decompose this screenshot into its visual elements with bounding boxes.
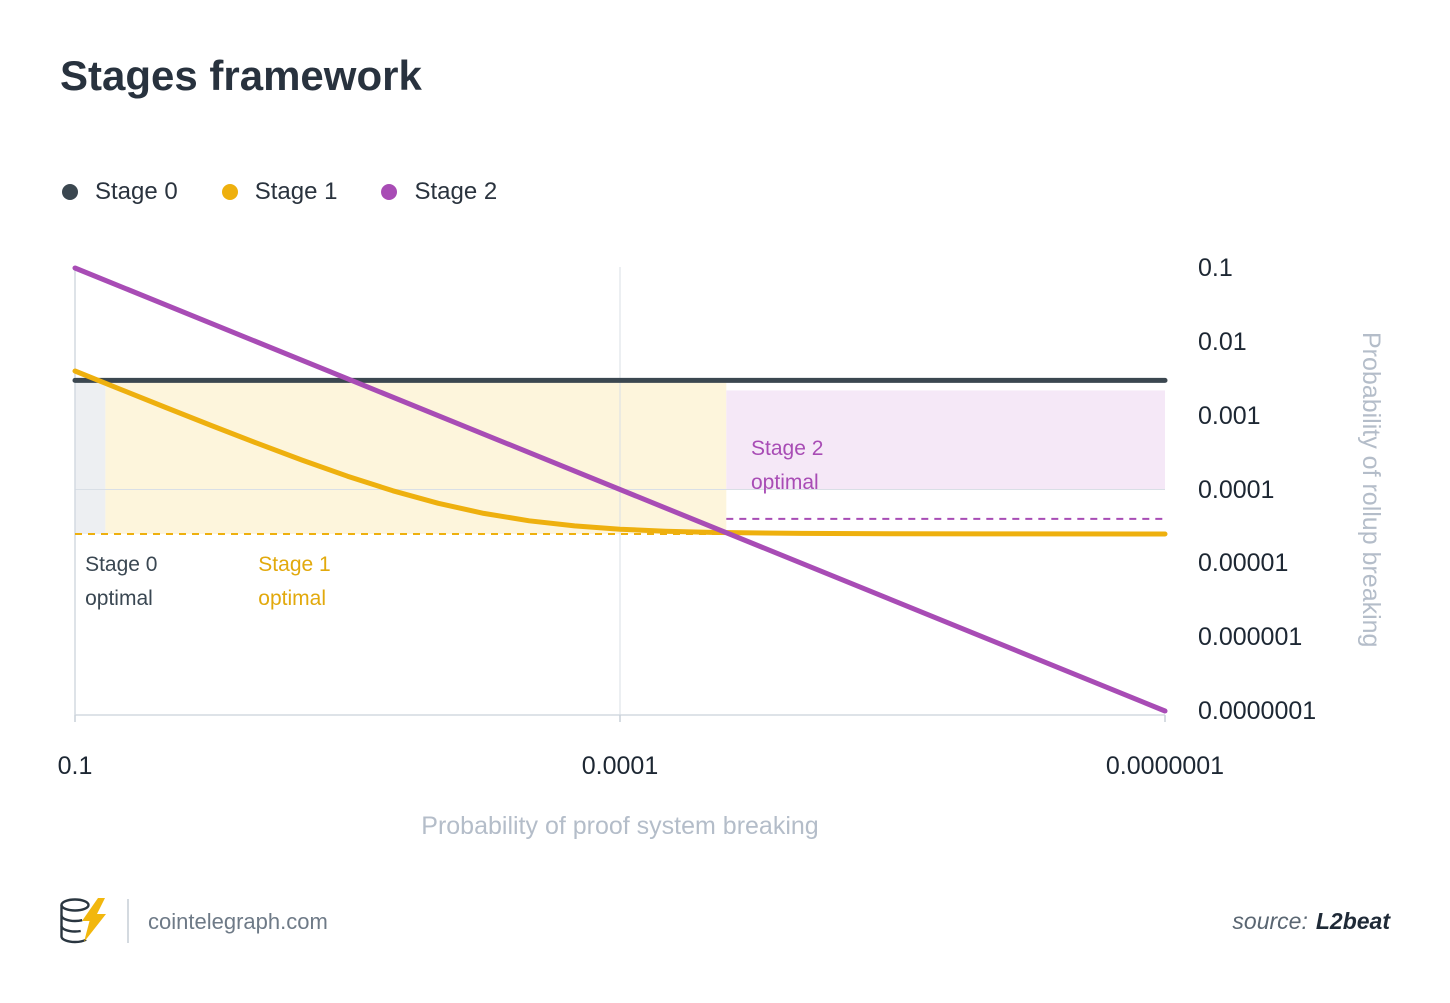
- legend-dot-stage-2-icon: [381, 184, 398, 200]
- y-tick-label: 0.00001: [1198, 549, 1289, 578]
- legend-item-stage-0: Stage 0: [62, 178, 178, 206]
- annotation-stage-0-optimal: Stage 0 optimal: [85, 548, 157, 616]
- chart-title: Stages framework: [60, 52, 422, 99]
- annotation-stage-2-optimal: Stage 2 optimal: [751, 432, 823, 500]
- region-stage-2-optimal: [726, 390, 1165, 490]
- y-tick-label: 0.001: [1198, 401, 1261, 430]
- series-line-stage-2: [72, 265, 1168, 714]
- region-stage-1-optimal: [105, 380, 727, 534]
- x-tick-label: 0.0001: [581, 752, 659, 780]
- y-axis-title: Probability of rollup breaking: [1357, 331, 1385, 648]
- y-tick-label: 0.01: [1198, 327, 1247, 356]
- cointelegraph-logo-icon: [60, 898, 106, 944]
- x-tick-label: 0.0000001: [1105, 752, 1225, 780]
- footer-source: source: L2beat: [1232, 908, 1390, 935]
- source-value: L2beat: [1315, 908, 1390, 934]
- x-tick-label: 0.1: [57, 752, 93, 780]
- legend-label-stage-2: Stage 2: [414, 178, 498, 205]
- series-line-stage-1: [72, 368, 1168, 537]
- y-tick-label: 0.000001: [1198, 623, 1303, 652]
- legend-item-stage-2: Stage 2: [381, 178, 497, 206]
- annotation-line: Stage 0: [85, 553, 158, 577]
- legend-dot-stage-0-icon: [62, 184, 78, 200]
- legend: Stage 0 Stage 1 Stage 2: [62, 178, 497, 206]
- legend-item-stage-1: Stage 1: [221, 178, 338, 206]
- y-tick-label: 0.1: [1198, 254, 1233, 282]
- footer-brand: cointelegraph.com: [148, 909, 328, 934]
- annotation-line: optimal: [751, 471, 819, 494]
- legend-label-stage-1: Stage 1: [254, 178, 338, 205]
- annotation-stage-1-optimal: Stage 1 optimal: [258, 548, 330, 616]
- legend-label-stage-0: Stage 0: [95, 178, 178, 205]
- x-axis-title: Probability of proof system breaking: [421, 812, 819, 840]
- annotation-line: optimal: [85, 587, 153, 611]
- footer-divider: [127, 899, 129, 943]
- source-label: source:: [1232, 908, 1308, 934]
- annotation-line: optimal: [258, 587, 326, 611]
- region-stage-0-optimal: [75, 380, 106, 534]
- annotation-line: Stage 1: [258, 553, 331, 577]
- y-tick-label: 0.0000001: [1198, 697, 1317, 725]
- y-tick-label: 0.0001: [1198, 475, 1275, 504]
- legend-dot-stage-1-icon: [221, 184, 238, 200]
- annotation-line: Stage 2: [751, 437, 824, 460]
